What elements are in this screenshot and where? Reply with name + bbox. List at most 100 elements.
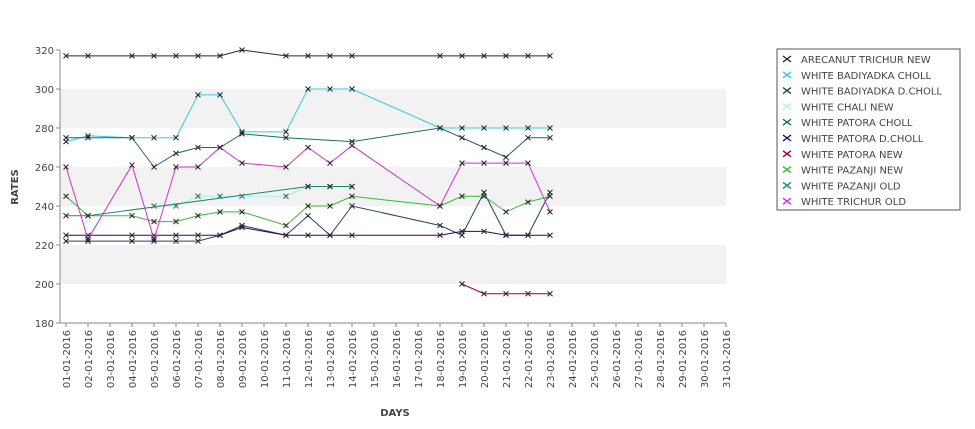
data-point xyxy=(63,134,69,141)
series-lines xyxy=(63,47,553,297)
data-point xyxy=(481,160,487,166)
y-tick-label: 220 xyxy=(35,241,54,252)
legend-label: WHITE CHALI NEW xyxy=(801,102,894,113)
data-point xyxy=(195,238,201,244)
y-tick-labels: 180 200 220 240 260 280 300 320 xyxy=(35,46,60,330)
data-point xyxy=(129,52,135,59)
series-line xyxy=(66,49,550,57)
data-point xyxy=(327,52,333,59)
x-tick-label: 29-01-2016 xyxy=(678,330,689,388)
x-tick-label: 03-01-2016 xyxy=(106,330,117,388)
grid-bands xyxy=(60,89,726,284)
legend-label: WHITE PATORA CHOLL xyxy=(801,118,913,129)
x-tick-label: 08-01-2016 xyxy=(216,330,227,388)
legend-marker xyxy=(782,197,792,205)
data-point xyxy=(63,212,69,219)
data-point xyxy=(217,91,223,98)
data-point xyxy=(129,134,135,141)
x-tick-label: 27-01-2016 xyxy=(634,330,645,388)
x-tick-label: 23-01-2016 xyxy=(546,330,557,388)
data-point xyxy=(481,228,487,235)
series-arecanut-trichur-new xyxy=(63,47,553,59)
x-tick-label: 30-01-2016 xyxy=(700,330,711,388)
data-point xyxy=(283,164,289,170)
data-point xyxy=(217,208,223,215)
data-point xyxy=(283,193,289,200)
data-point xyxy=(195,91,201,98)
data-point xyxy=(327,203,333,209)
data-point xyxy=(437,125,443,131)
data-point xyxy=(349,142,355,149)
data-point xyxy=(217,144,223,151)
data-point xyxy=(305,52,311,59)
data-point xyxy=(503,290,509,297)
x-tick-label: 05-01-2016 xyxy=(150,330,161,388)
series-line xyxy=(65,144,551,241)
data-point xyxy=(195,164,201,170)
data-point xyxy=(305,144,311,151)
data-point xyxy=(195,52,201,59)
data-point xyxy=(503,208,509,215)
data-point xyxy=(239,222,245,229)
legend-label: WHITE PAZANJI OLD xyxy=(801,181,901,192)
data-point xyxy=(503,125,509,131)
data-point xyxy=(525,160,531,166)
x-tick-label: 04-01-2016 xyxy=(128,330,139,388)
data-point xyxy=(459,52,465,59)
legend-marker xyxy=(782,150,792,158)
data-point xyxy=(459,160,465,166)
data-point xyxy=(283,52,289,59)
data-point xyxy=(195,212,201,219)
legend-label: WHITE BADIYADKA CHOLL xyxy=(801,71,932,82)
data-point xyxy=(525,125,531,131)
series-line xyxy=(461,283,550,295)
data-point xyxy=(173,232,179,239)
x-tick-label: 14-01-2016 xyxy=(348,330,359,388)
data-point xyxy=(129,162,135,168)
data-point xyxy=(459,193,465,200)
data-point xyxy=(173,218,179,225)
data-point xyxy=(195,193,201,200)
data-point xyxy=(547,208,553,215)
data-point xyxy=(151,164,157,170)
series-white-badiyadka-choll xyxy=(63,86,553,145)
data-point xyxy=(85,52,91,59)
data-point xyxy=(525,232,531,239)
data-point xyxy=(63,238,69,244)
data-point xyxy=(283,134,289,141)
data-point xyxy=(63,232,69,239)
legend-marker xyxy=(782,134,792,142)
data-point xyxy=(503,154,509,161)
legend-label: ARECANUT TRICHUR NEW xyxy=(801,55,931,66)
data-point xyxy=(283,222,289,229)
series-line xyxy=(66,127,550,168)
data-point xyxy=(283,129,289,135)
x-tick-label: 25-01-2016 xyxy=(590,330,601,388)
data-point xyxy=(525,52,531,59)
data-point xyxy=(459,228,465,235)
legend-box xyxy=(776,48,961,211)
y-tick-label: 320 xyxy=(35,46,54,57)
data-point xyxy=(547,193,553,200)
data-point xyxy=(63,193,69,200)
data-point xyxy=(327,160,333,166)
data-point xyxy=(327,86,333,92)
data-point xyxy=(129,212,135,219)
legend-marker xyxy=(782,87,792,95)
x-tick-label: 06-01-2016 xyxy=(172,330,183,388)
legend-label: WHITE PAZANJI NEW xyxy=(801,166,903,177)
data-point xyxy=(151,52,157,59)
x-axis-title: DAYS xyxy=(380,408,410,419)
data-point xyxy=(283,232,289,239)
data-point xyxy=(459,134,465,141)
data-point xyxy=(173,150,179,157)
legend-marker xyxy=(782,118,792,126)
x-tick-label: 21-01-2016 xyxy=(502,330,513,388)
data-point xyxy=(305,203,311,209)
data-point xyxy=(481,193,487,200)
data-point xyxy=(327,232,333,239)
x-tick-label: 13-01-2016 xyxy=(326,330,337,388)
data-point xyxy=(349,232,355,239)
data-point xyxy=(85,238,91,244)
grid-band xyxy=(60,245,726,284)
